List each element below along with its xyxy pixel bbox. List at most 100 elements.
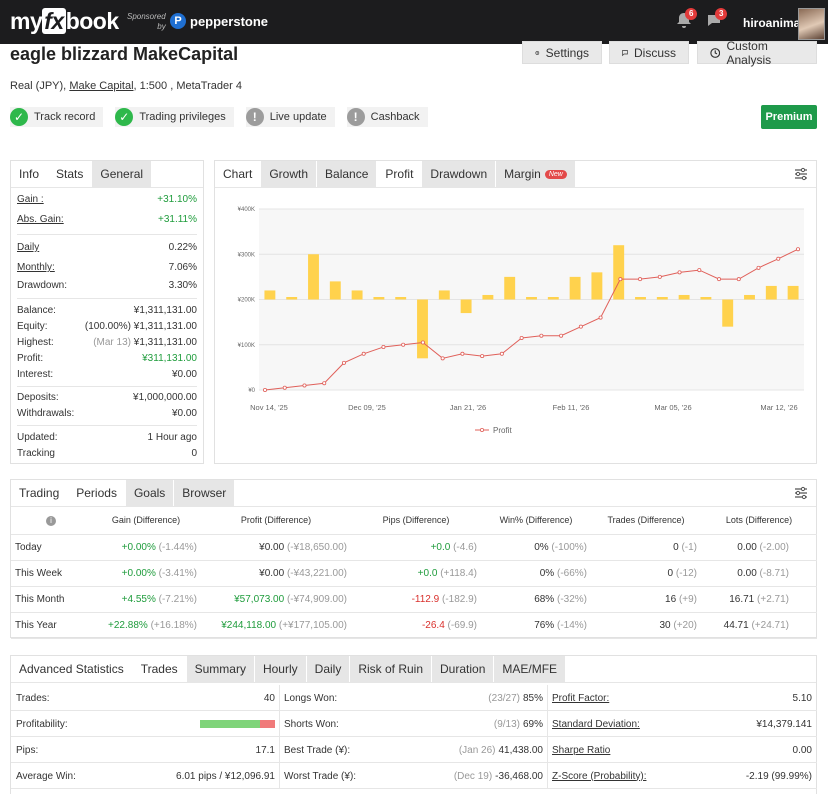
tab-margin[interactable]: Margin New <box>496 161 576 187</box>
cell-value: (-¥18,650.00) <box>286 541 347 553</box>
sponsored-text: by <box>157 22 166 31</box>
profit-point <box>361 351 366 356</box>
shorts-won-label: Shorts Won: <box>284 718 339 730</box>
chat-icon[interactable]: 3 <box>706 8 728 32</box>
sharpe-ratio-label[interactable]: Sharpe Ratio <box>552 744 611 756</box>
longs-won-value-cell: (23/27) 85% <box>431 685 543 711</box>
best-trade-date: (Jan 26) <box>458 744 496 756</box>
tab-browser[interactable]: Browser <box>174 480 236 506</box>
cashback-label: Cashback <box>370 111 420 123</box>
filter-settings-icon[interactable] <box>794 486 808 500</box>
settings-button[interactable]: Settings <box>522 41 602 64</box>
premium-button[interactable]: Premium <box>761 105 817 129</box>
discuss-button[interactable]: Discuss <box>609 41 689 64</box>
table-row: This Week +0.00% (-3.41%) ¥0.00 (-¥43,221.… <box>11 560 817 587</box>
account-type: Real (JPY), <box>10 80 67 92</box>
profit-bar <box>329 281 341 300</box>
custom-analysis-button[interactable]: Custom Analysis <box>697 39 817 67</box>
gain-label[interactable]: Gain : <box>17 194 44 205</box>
gain-cell: +22.88% (+16.18%) <box>91 612 201 639</box>
bell-icon[interactable]: 6 <box>676 8 698 32</box>
col-lots: Lots (Difference) <box>701 507 817 535</box>
myfxbook-logo[interactable]: myfxbook <box>10 8 119 35</box>
avatar[interactable] <box>798 8 825 40</box>
periods-body: Today +0.00% (-1.44%) ¥0.00 (-¥18,650.00) +… <box>11 534 817 639</box>
tab-risk-of-ruin[interactable]: Risk of Ruin <box>350 656 433 682</box>
info-icon-cell: i <box>11 507 91 535</box>
tab-periods[interactable]: Periods <box>68 480 126 506</box>
tab-advanced-statistics[interactable]: Advanced Statistics <box>11 656 133 682</box>
y-tick-label: ¥100K <box>238 343 255 349</box>
profitability-label: Profitability: <box>16 718 68 730</box>
profit-point <box>657 274 662 279</box>
live-update-chip[interactable]: ! Live update <box>245 107 335 127</box>
sponsor-name: pepperstone <box>190 13 269 29</box>
track-record-chip[interactable]: ✓ Track record <box>10 107 104 127</box>
abs-gain-label[interactable]: Abs. Gain: <box>17 214 64 225</box>
profit-bar <box>308 254 319 300</box>
comment-icon <box>622 49 628 56</box>
broker-link[interactable]: Make Capital <box>69 80 134 92</box>
cashback-chip[interactable]: ! Cashback <box>346 107 428 127</box>
profit-point <box>381 345 386 350</box>
cell-value: -112.9 <box>411 593 440 605</box>
updated-value: 1 Hour ago <box>147 432 197 443</box>
daily-label[interactable]: Daily <box>17 242 40 253</box>
sponsor-logo[interactable]: P pepperstone <box>170 13 268 29</box>
tracking-value: 0 <box>191 448 197 459</box>
cell-value: (-182.9) <box>441 593 477 605</box>
tab-hourly[interactable]: Hourly <box>254 656 307 682</box>
standard-deviation-value: ¥14,379.141 <box>756 718 812 730</box>
trades-label: Trades: <box>16 692 50 704</box>
tab-trades[interactable]: Trades <box>132 656 187 682</box>
filter-settings-icon[interactable] <box>794 167 808 181</box>
worst-trade-label: Worst Trade (¥): <box>284 770 357 782</box>
tab-chart[interactable]: Chart <box>215 161 262 187</box>
x-tick-label: Mar 05, '26 <box>654 403 691 412</box>
tab-growth[interactable]: Growth <box>261 161 318 187</box>
tab-duration[interactable]: Duration <box>432 656 495 682</box>
cell-value: 44.71 <box>723 619 749 631</box>
trading-privileges-chip[interactable]: ✓ Trading privileges <box>115 107 234 127</box>
track-record-label: Track record <box>34 111 96 123</box>
info-icon[interactable]: i <box>46 515 56 526</box>
profit-line <box>264 248 799 391</box>
cell-value: +0.0 <box>430 541 451 553</box>
profit-point <box>756 265 761 270</box>
tab-drawdown[interactable]: Drawdown <box>422 161 497 187</box>
trades-cell: 30 (+20) <box>591 612 701 639</box>
cell-value: (+20) <box>673 619 697 631</box>
standard-deviation-label[interactable]: Standard Deviation: <box>552 718 640 730</box>
tab-mae-mfe[interactable]: MAE/MFE <box>494 656 567 682</box>
z-score-label[interactable]: Z-Score (Probability): <box>552 770 647 782</box>
divider <box>17 234 197 235</box>
tab-info[interactable]: Info <box>11 161 49 187</box>
profitability-bar <box>200 720 275 728</box>
cell-value: 30 <box>659 619 671 631</box>
tab-stats[interactable]: Stats <box>48 161 93 187</box>
profit-cell: ¥57,073.00 (-¥74,909.00) <box>201 586 351 613</box>
profit-factor-label[interactable]: Profit Factor: <box>552 692 610 704</box>
legend-marker <box>479 427 484 432</box>
tab-profit[interactable]: Profit <box>377 161 423 187</box>
profit-point <box>776 256 781 261</box>
shorts-won-value-cell: (9/13) 69% <box>431 711 543 737</box>
tab-general[interactable]: General <box>92 161 153 187</box>
monthly-label[interactable]: Monthly: <box>17 262 55 273</box>
balance-value: ¥1,311,131.00 <box>133 305 197 316</box>
tab-balance[interactable]: Balance <box>317 161 378 187</box>
tab-daily[interactable]: Daily <box>306 656 351 682</box>
tab-trading[interactable]: Trading <box>11 480 69 506</box>
profit-label: Profit: <box>17 353 44 364</box>
profit-value: ¥311,131.00 <box>142 353 197 364</box>
account-info-line: Real (JPY), Make Capital, 1:500 , MetaTr… <box>10 80 242 92</box>
live-update-label: Live update <box>269 111 327 123</box>
withdrawals-row: Withdrawals: ¥0.00 <box>17 408 197 422</box>
cell-value: (+24.71) <box>751 619 789 631</box>
x-tick-label: Feb 11, '26 <box>553 403 590 412</box>
cell-value: (+118.4) <box>440 567 477 579</box>
username[interactable]: hiroanimal <box>743 16 804 30</box>
tab-summary[interactable]: Summary <box>186 656 255 682</box>
tab-goals[interactable]: Goals <box>125 480 175 506</box>
cell-value: Today <box>15 541 42 553</box>
